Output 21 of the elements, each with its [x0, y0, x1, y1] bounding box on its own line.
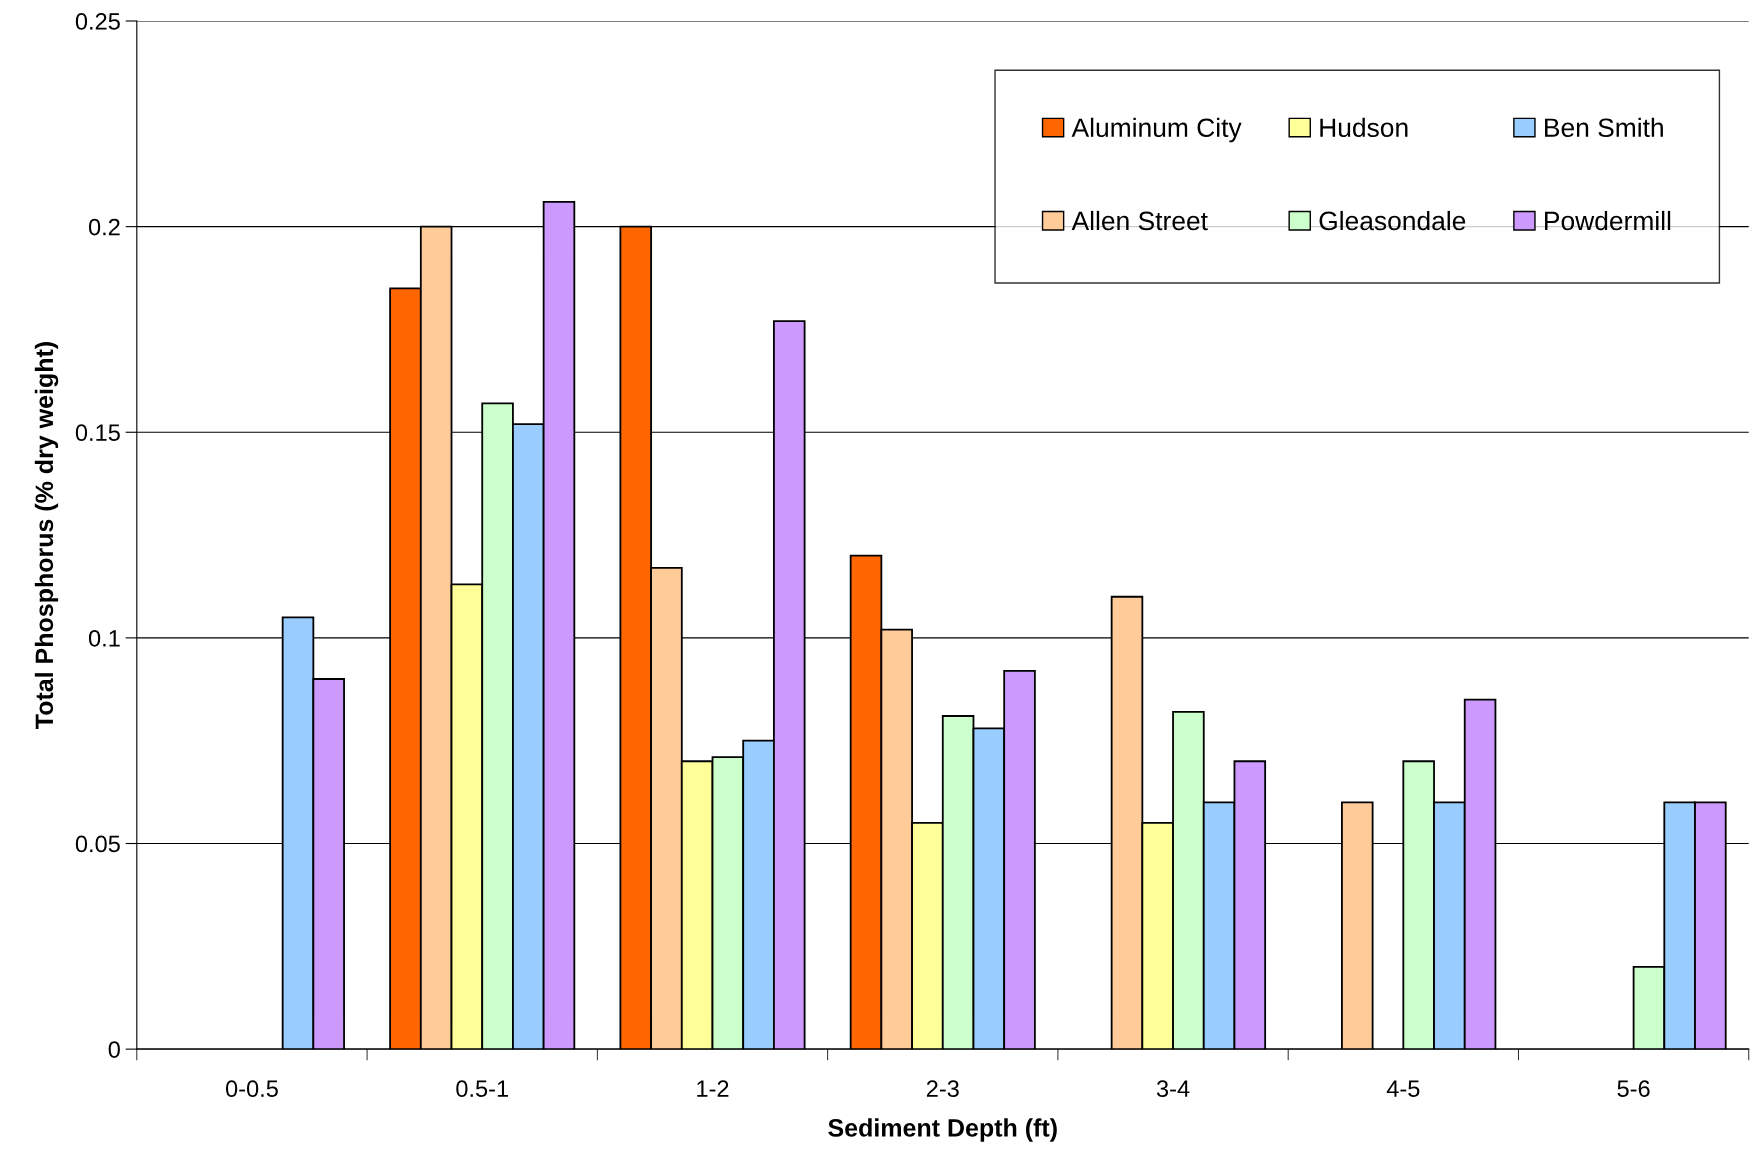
y-tick-label: 0.1: [88, 629, 120, 647]
legend-label: Allen Street: [1071, 210, 1208, 231]
legend-label: Hudson: [1320, 117, 1408, 138]
x-tick-label: 1-2: [697, 1080, 729, 1097]
y-tick-label: 0.15: [75, 424, 120, 442]
legend-label: Ben Smith: [1545, 117, 1663, 138]
legend-label: Gleasondale: [1319, 210, 1466, 231]
x-tick-label: 3-4: [1156, 1080, 1190, 1098]
y-tick-label: 0: [108, 1041, 120, 1058]
legend-label: Aluminum City: [1071, 117, 1242, 143]
x-tick-label: 2-3: [926, 1080, 959, 1098]
x-tick-label: 4-5: [1386, 1080, 1420, 1098]
x-tick-label: 0-0.5: [225, 1080, 278, 1098]
y-tick-label: 0.2: [88, 218, 120, 236]
y-tick-label: 0.05: [75, 835, 120, 853]
legend-label: Powdermill: [1545, 210, 1671, 231]
x-tick-label: 5-6: [1617, 1080, 1650, 1098]
x-axis-title: Sediment Depth (ft): [828, 1118, 1057, 1142]
y-axis-title: Total Phosphorus (% dry weight): [34, 342, 59, 729]
y-tick-label: 0.25: [75, 13, 120, 30]
x-tick-label: 0.5-1: [456, 1080, 508, 1098]
